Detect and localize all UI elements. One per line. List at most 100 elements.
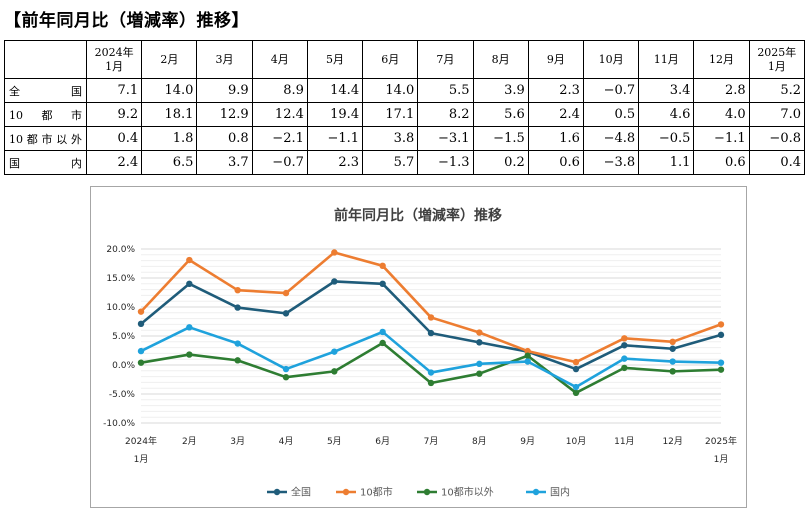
x-tick-label: 8月 [472,436,487,447]
data-point [331,368,338,375]
table-cell: 5.7 [362,150,419,175]
data-point [234,340,241,347]
table-cell: 8.2 [417,102,474,127]
table-cell: 5.5 [417,78,474,103]
table-cell: 19.4 [306,102,364,127]
table-cell: −4.8 [582,126,640,151]
data-point [137,359,145,366]
data-point [621,364,628,372]
table-cell: 9.2 [85,102,143,127]
table-cell: −1.1 [693,126,750,151]
table-row: 10都市 9.2 18.1 12.9 12.4 19.4 17.1 8.2 5.… [4,102,806,127]
table-row: 国内 2.4 6.5 3.7 −0.7 2.3 5.7 −1.3 0.2 0.6… [4,150,806,175]
data-point [476,360,483,368]
table-cell: −0.7 [582,78,640,103]
table-cell: 0.8 [196,126,253,151]
data-point [427,379,435,387]
table-cell: −1.5 [472,126,529,151]
legend-label: 10都市 [360,486,393,499]
yoy-table: 2024年 1月 2月 3月 4月 5月 6月 7月 8月 9月 10月 11月 … [4,40,806,175]
column-header: 2月 [141,40,198,79]
table-cell: 4.0 [693,102,750,127]
line-chart-svg: 前年同月比（増減率）推移 -10.0% -5.0% 0.0% 5.0% 10.0% 15.0… [103,207,737,499]
table-cell: 0.2 [472,150,529,175]
column-header: 4月 [251,40,308,79]
table-cell: −3.8 [582,150,640,175]
column-header: 11月 [638,40,695,79]
table-cell: 3.7 [196,150,253,175]
data-point [717,359,725,366]
x-tick-label: 1月 [134,454,149,465]
table-cell: 18.1 [141,102,198,127]
data-point [669,338,676,345]
table-cell: 2.4 [527,102,584,127]
data-point [379,262,386,270]
data-point [669,345,676,352]
line-chart: 前年同月比（増減率）推移 -10.0% -5.0% 0.0% 5.0% 10.0% 15.0… [90,186,747,508]
x-tick-label: 2月 [182,436,197,447]
table-cell: 17.1 [362,102,419,127]
table-cell: 14.4 [306,78,364,103]
y-tick-label: 0.0% [112,361,135,371]
table-cell: −2.1 [251,126,308,151]
data-point [379,328,386,336]
x-tick-label: 10月 [566,436,586,447]
table-cell: 6.5 [141,150,198,175]
table-cell: 3.9 [472,78,529,103]
column-header: 8月 [472,40,529,79]
x-tick-label: 9月 [520,436,535,447]
data-point [379,339,386,347]
table-cell: 2.4 [85,150,143,175]
table-cell: 12.4 [251,102,308,127]
data-point [186,280,193,287]
column-header: 5月 [306,40,364,79]
table-cell: 9.9 [196,78,253,103]
data-point [524,352,531,359]
series-line [140,280,722,371]
data-point [427,369,435,376]
data-point [476,329,483,336]
data-point [186,324,193,331]
data-point [669,358,676,365]
table-cell: 0.4 [748,150,806,175]
column-header: 7月 [417,40,474,79]
table-cell: 2.8 [693,78,750,103]
row-label: 10都市以外 [4,126,87,151]
data-point [717,331,725,339]
data-point [621,355,628,362]
y-tick-label: 15.0% [106,274,135,284]
x-tick-label: 7月 [424,436,439,447]
y-tick-label: 20.0% [106,245,135,255]
column-header: 10月 [582,40,640,79]
table-cell: 8.9 [251,78,308,103]
data-point [572,389,580,397]
data-point [282,310,290,317]
table-cell: 7.1 [85,78,143,103]
table-cell: −3.1 [417,126,474,151]
y-tick-label: 5.0% [112,332,135,342]
table-cell: 1.8 [141,126,198,151]
data-point [186,351,193,358]
table-cell: 0.6 [693,150,750,175]
data-point [137,320,145,328]
table-header-row: 2024年 1月 2月 3月 4月 5月 6月 7月 8月 9月 10月 11月 … [4,40,806,79]
x-tick-label: 6月 [375,436,390,447]
y-tick-label: -5.0% [109,390,136,400]
table-cell: 1.6 [527,126,584,151]
row-label: 全国 [4,78,87,103]
column-header: 3月 [196,40,253,79]
x-tick-label: 2025年 [705,435,737,447]
page-heading: 【前年同月比（増減率）推移】 [4,11,249,31]
row-label: 10都市 [4,102,87,127]
column-header: 9月 [527,40,584,79]
table-cell: 14.0 [141,78,198,103]
legend-label: 国内 [550,486,570,499]
row-label: 国内 [4,150,87,175]
table-cell: 3.4 [638,78,695,103]
legend-marker [423,488,431,496]
data-point [621,335,628,342]
y-tick-label: -10.0% [103,419,135,429]
table-cell: 7.0 [748,102,806,127]
legend-marker [532,488,540,496]
table-cell: −0.8 [748,126,806,151]
